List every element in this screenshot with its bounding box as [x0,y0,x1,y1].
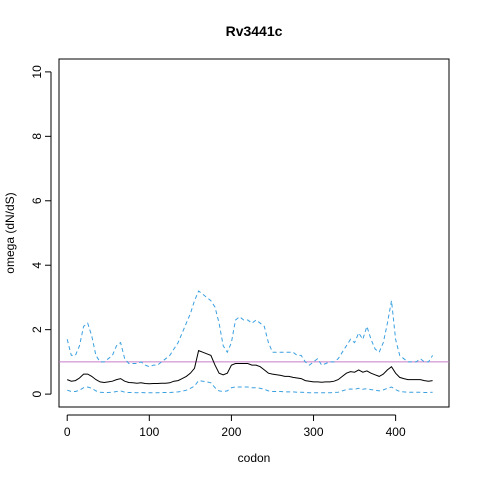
x-axis: 0 100 200 300 400 [64,414,406,439]
x-tick-label: 300 [304,425,324,439]
series-line-upper [66,290,434,368]
y-tick-label: 2 [30,326,44,333]
x-tick-label: 0 [64,425,71,439]
series-layer [66,290,434,394]
x-tick-label: 200 [221,425,241,439]
y-axis-label: omega (dN/dS) [3,192,17,273]
series-line-estimate [67,349,433,385]
x-tick-label: 100 [139,425,159,439]
y-tick-label: 6 [30,197,44,204]
chart-title: Rv3441c [226,23,283,39]
y-axis: 0 2 4 6 8 10 [30,65,52,397]
x-axis-label: codon [238,451,271,465]
y-tick-label: 4 [30,262,44,269]
y-tick-label: 8 [30,133,44,140]
x-tick-label: 400 [386,425,406,439]
y-tick-label: 0 [30,390,44,397]
series-line-lower [67,380,433,394]
plot-frame [58,58,450,408]
y-tick-label: 10 [30,65,44,79]
